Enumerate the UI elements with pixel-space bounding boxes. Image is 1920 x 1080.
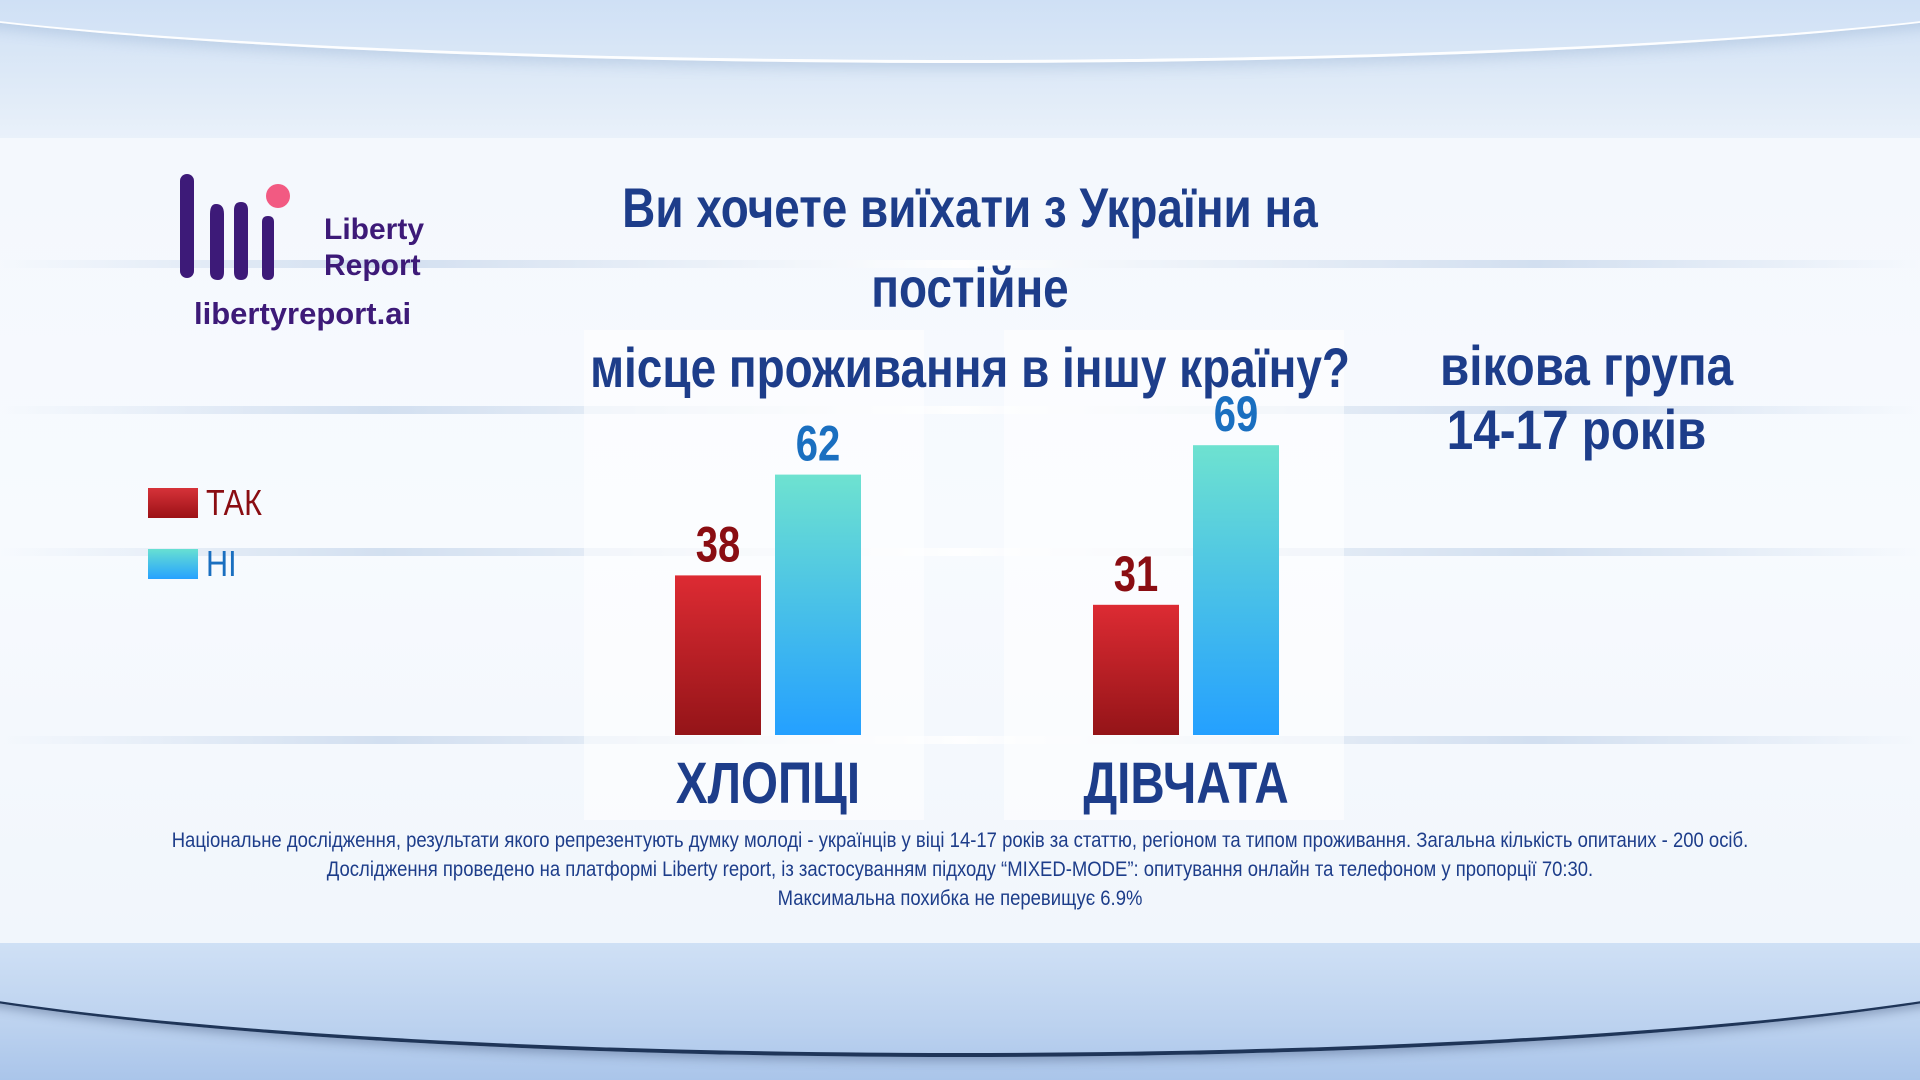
legend-swatch-yes [148,488,198,518]
column-highlight [584,330,924,820]
light-streak [0,736,1920,744]
title-line2: місце проживання в іншу країну? [590,336,1350,399]
liberty-logo-icon [180,174,290,280]
column-highlight [1004,330,1344,820]
legend-swatch-no [148,549,198,579]
footnote-line2: Дослідження проведено на платформі Liber… [326,858,1594,881]
age-group-label: вікова група 14-17 років [1440,334,1755,462]
bar-no-2 [1193,445,1279,735]
brand-name: Liberty Report [324,212,424,284]
footnote-line1: Національне дослідження, результати яког… [171,829,1749,852]
bar-no-1 [775,474,861,735]
data-label-yes-1: 38 [696,516,740,572]
footnote: Національне дослідження, результати яког… [40,826,1880,913]
legend-item-no: НІ [148,543,272,584]
light-streak [0,260,1920,268]
footnote-line3: Максимальна похибка не перевищує 6.9% [777,887,1143,910]
brand-logo: Liberty Report libertyreport.ai [176,170,476,331]
light-streak [0,548,1920,556]
legend-label-yes: ТАК [206,482,262,523]
bar-yes-1 [675,575,761,735]
title-line1: Ви хочете виїхати з України на постійне [622,176,1318,319]
data-label-yes-2: 31 [1114,546,1158,602]
chart-title: Ви хочете виїхати з України на постійне … [535,168,1404,408]
category-label-1: ХЛОПЦІ [676,752,860,817]
legend-item-yes: ТАК [148,482,272,523]
brand-name-line1: Liberty [324,213,425,246]
brand-name-line2: Report [324,249,421,282]
chart-legend: ТАК НІ [148,482,272,607]
age-group-line2: 14-17 років [1446,398,1707,461]
age-group-line1: вікова група [1440,334,1734,397]
legend-label-no: НІ [206,543,237,584]
brand-url: libertyreport.ai [194,296,412,331]
content-panel [0,138,1920,943]
light-streak [0,406,1920,414]
data-label-no-2: 69 [1214,386,1258,442]
category-label-2: ДІВЧАТА [1083,752,1288,817]
bottom-decor-band [0,943,1920,1080]
top-decor-band [0,0,1920,138]
data-label-no-1: 62 [796,415,840,471]
bar-yes-2 [1093,604,1179,735]
